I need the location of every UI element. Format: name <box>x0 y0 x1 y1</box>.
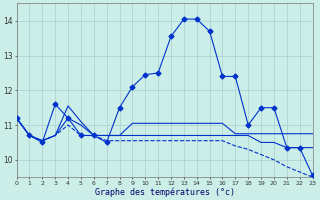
X-axis label: Graphe des températures (°c): Graphe des températures (°c) <box>94 187 235 197</box>
